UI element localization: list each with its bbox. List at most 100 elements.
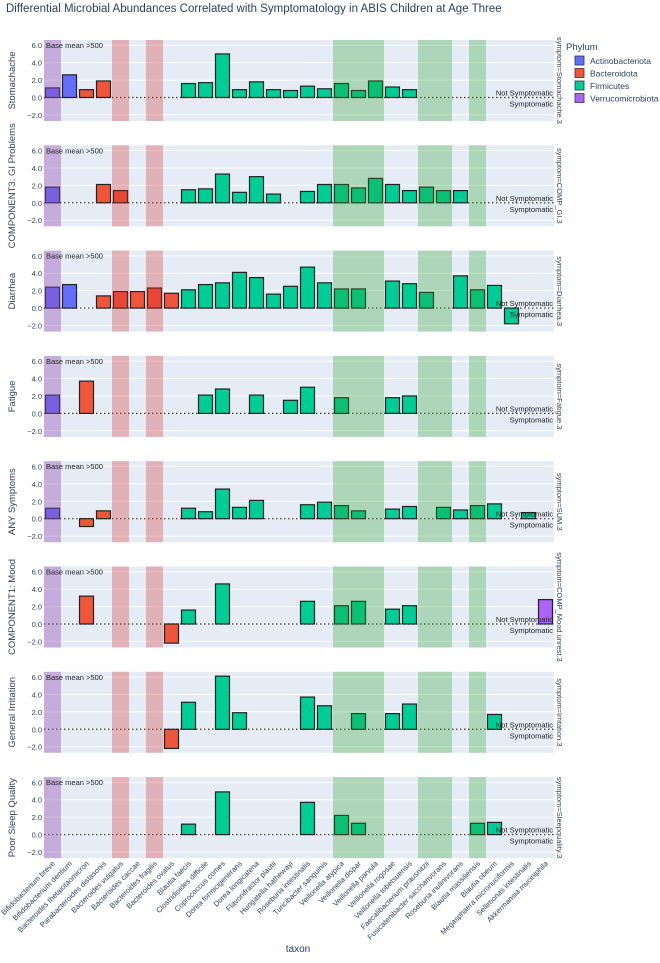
bar bbox=[214, 53, 231, 99]
y-tick-label: 2.0 bbox=[32, 603, 42, 612]
highlight-band-green bbox=[367, 461, 384, 543]
bar bbox=[197, 188, 214, 204]
bar bbox=[214, 583, 231, 625]
bar bbox=[486, 713, 503, 730]
highlight-band-green bbox=[350, 566, 367, 648]
highlight-band-green bbox=[367, 250, 384, 332]
facet-strip-label: symptom=SUM.3 bbox=[555, 473, 564, 531]
bar bbox=[248, 81, 265, 99]
y-tick-label: 4.0 bbox=[32, 690, 42, 699]
highlight-band-purple bbox=[44, 145, 61, 227]
y-axis-title: General Irritation bbox=[7, 677, 18, 748]
highlight-band-green bbox=[333, 461, 350, 543]
bar bbox=[333, 814, 350, 836]
highlight-band-green bbox=[350, 40, 367, 121]
legend: Phylum Actinobacteriota Bacteroidota Firmi… bbox=[566, 42, 659, 104]
bar bbox=[44, 394, 61, 414]
highlight-band-red bbox=[112, 40, 129, 121]
highlight-band-green bbox=[469, 40, 486, 121]
bar bbox=[486, 284, 503, 309]
bar bbox=[384, 608, 401, 625]
highlight-band-green bbox=[469, 355, 486, 437]
bar bbox=[316, 501, 333, 520]
highlight-band-green bbox=[418, 777, 435, 859]
bar bbox=[452, 509, 469, 520]
highlight-band-green bbox=[333, 777, 350, 859]
bar bbox=[350, 89, 367, 99]
y-axis-title: Diarrhea bbox=[7, 272, 18, 309]
highlight-band-green bbox=[350, 145, 367, 227]
bar bbox=[197, 82, 214, 99]
not-symptomatic-label: Not Symptomatic bbox=[496, 299, 553, 308]
highlight-band-green bbox=[367, 145, 384, 227]
symptomatic-label: Symptomatic bbox=[510, 521, 554, 530]
bar bbox=[435, 506, 452, 520]
base-mean-annotation: Base mean >500 bbox=[46, 41, 103, 50]
y-tick-label: 2.0 bbox=[32, 708, 42, 717]
bar bbox=[469, 822, 486, 836]
bar bbox=[112, 290, 129, 309]
bar bbox=[214, 173, 231, 204]
bar bbox=[333, 82, 350, 99]
y-tick-label: −2.0 bbox=[27, 322, 42, 331]
bar bbox=[231, 191, 248, 204]
bar bbox=[231, 271, 248, 309]
bar bbox=[231, 506, 248, 520]
facet-panel-0: 6.0 4.0 2.0 0.0 −2.0 Base mean >500 Not Sympto… bbox=[7, 37, 564, 124]
highlight-band-red bbox=[112, 355, 129, 437]
bar bbox=[452, 275, 469, 309]
bar bbox=[316, 183, 333, 204]
highlight-band-green bbox=[435, 250, 452, 332]
highlight-band-green bbox=[350, 355, 367, 437]
y-tick-label: 0.0 bbox=[32, 199, 42, 208]
highlight-band-green bbox=[333, 355, 350, 437]
bar bbox=[282, 399, 299, 414]
bar bbox=[180, 609, 197, 625]
bar bbox=[214, 282, 231, 309]
chart-title: Differential Microbial Abundances Correl… bbox=[6, 3, 502, 15]
y-tick-label: 6.0 bbox=[32, 252, 42, 261]
highlight-band-green bbox=[367, 777, 384, 859]
bar bbox=[163, 623, 180, 644]
bar bbox=[95, 80, 112, 99]
bar bbox=[163, 292, 180, 309]
bar bbox=[78, 380, 95, 414]
y-tick-label: −2.0 bbox=[27, 532, 42, 541]
y-tick-label: 6.0 bbox=[32, 147, 42, 156]
highlight-band-purple bbox=[44, 461, 61, 543]
facet-panel-3: 6.0 4.0 2.0 0.0 −2.0 Base mean >500 Not Sympto… bbox=[7, 355, 564, 437]
facet-strip-label: symptom=COMP_GI.3 bbox=[555, 148, 564, 224]
bar bbox=[146, 287, 163, 309]
bar bbox=[299, 801, 316, 836]
not-symptomatic-label: Not Symptomatic bbox=[496, 88, 553, 97]
not-symptomatic-label: Not Symptomatic bbox=[496, 826, 553, 835]
base-mean-annotation: Base mean >500 bbox=[46, 778, 103, 787]
legend-swatch-bacteroidota bbox=[574, 68, 585, 78]
bar bbox=[384, 280, 401, 309]
bar bbox=[197, 394, 214, 414]
bar bbox=[401, 605, 418, 625]
highlight-band-green bbox=[435, 355, 452, 437]
bar bbox=[180, 289, 197, 309]
legend-label: Verrucomicrobiota bbox=[590, 94, 659, 104]
highlight-band-red bbox=[112, 250, 129, 332]
highlight-band-green bbox=[418, 461, 435, 543]
facet-panel-1: 6.0 4.0 2.0 0.0 −2.0 Base mean >500 Not Sympto… bbox=[7, 123, 564, 248]
bar bbox=[61, 283, 78, 309]
bar bbox=[197, 283, 214, 309]
bar bbox=[282, 89, 299, 99]
highlight-band-green bbox=[469, 461, 486, 543]
bar bbox=[180, 823, 197, 836]
highlight-band-red bbox=[146, 461, 163, 543]
bar bbox=[333, 288, 350, 309]
bar bbox=[350, 510, 367, 520]
bar bbox=[248, 277, 265, 309]
facet-strip-label: symptom=Diarrhea.3 bbox=[555, 256, 564, 326]
y-tick-label: 2.0 bbox=[32, 181, 42, 190]
bar bbox=[78, 89, 95, 99]
bar bbox=[231, 89, 248, 99]
y-tick-label: 0.0 bbox=[32, 304, 42, 313]
highlight-band-green bbox=[435, 145, 452, 227]
bar bbox=[333, 397, 350, 414]
